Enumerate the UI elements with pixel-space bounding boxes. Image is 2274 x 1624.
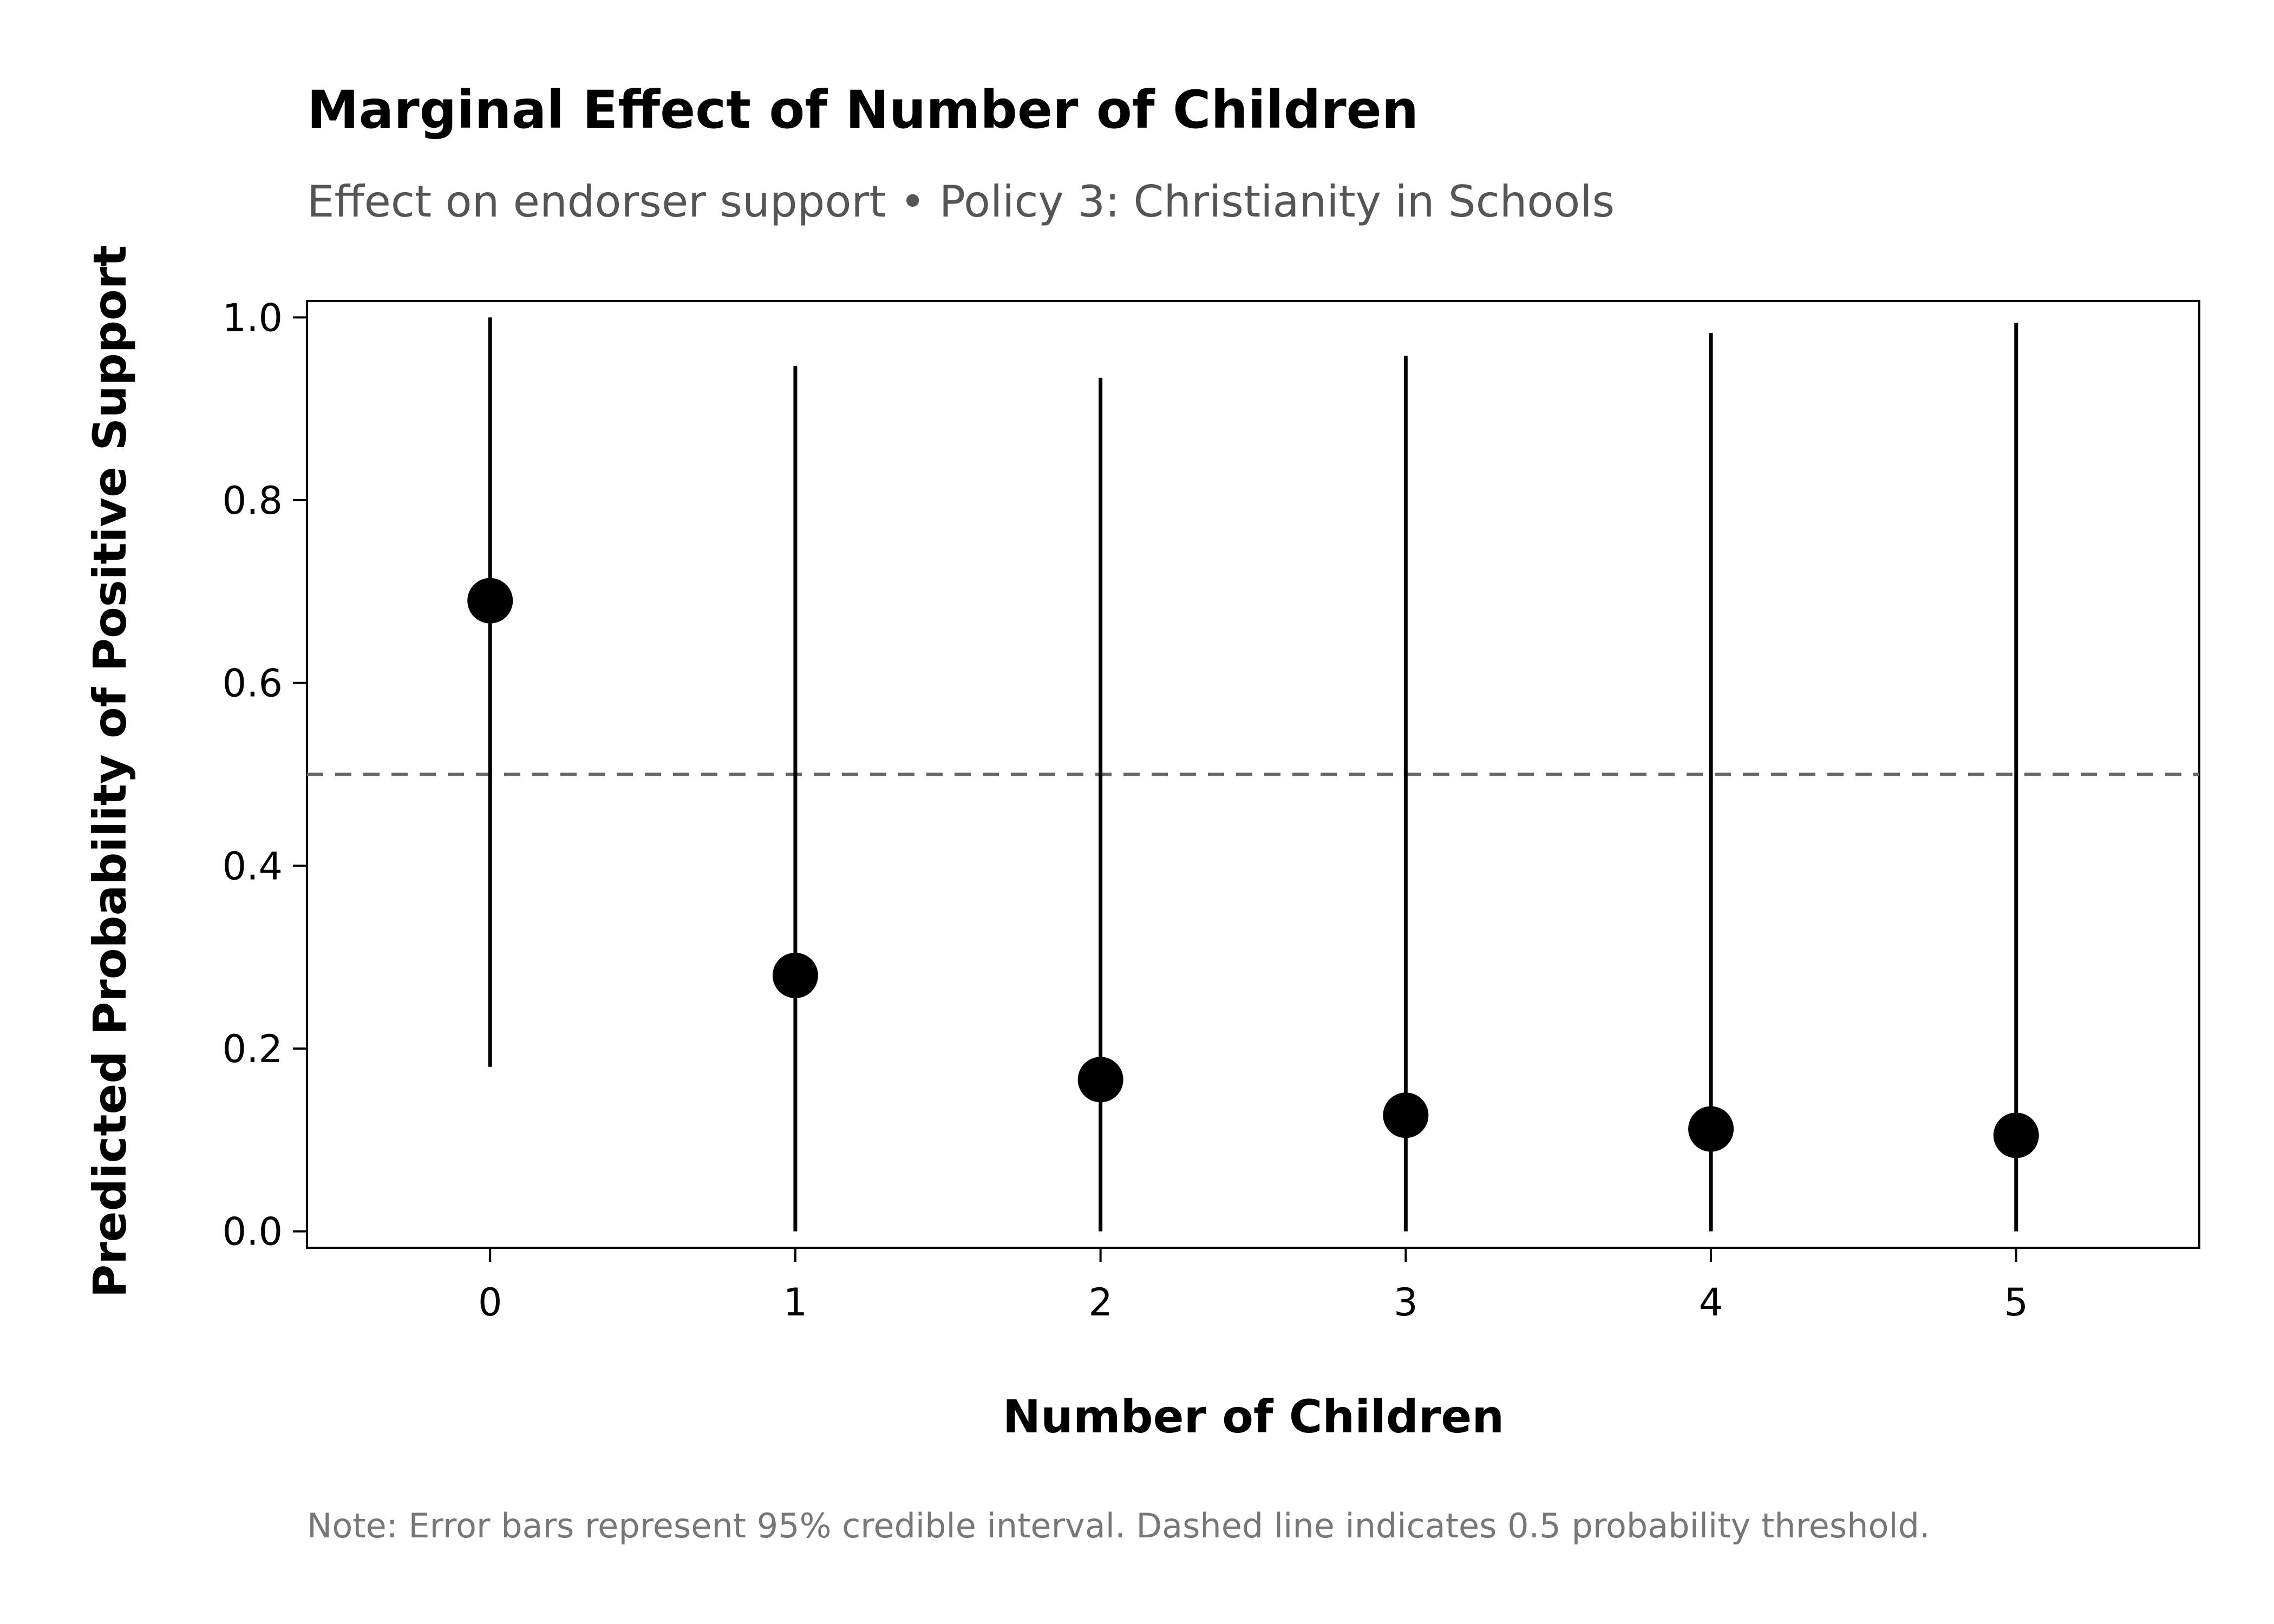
y-axis-label: Predicted Probability of Positive Suppor… (83, 245, 136, 1298)
data-point (467, 578, 513, 624)
y-tick-label: 1.0 (223, 296, 283, 340)
x-axis-label: Number of Children (1003, 1390, 1504, 1443)
y-tick-label: 0.8 (223, 479, 283, 523)
x-tick-label: 0 (478, 1280, 502, 1325)
x-tick-label: 1 (783, 1280, 808, 1325)
y-tick-label: 0.0 (223, 1210, 283, 1254)
data-point (1077, 1057, 1123, 1103)
chart-note: Note: Error bars represent 95% credible … (307, 1506, 1930, 1546)
y-tick-label: 0.2 (223, 1027, 283, 1071)
plot-area: 0.0 0.2 0.4 0.6 0.8 1.0 0 1 2 3 4 5 (223, 296, 2200, 1325)
y-tick-label: 0.4 (223, 844, 283, 888)
x-tick-label: 4 (1699, 1280, 1723, 1325)
data-point (1993, 1112, 2039, 1158)
y-tick-label: 0.6 (223, 662, 283, 706)
chart-subtitle: Effect on endorser support • Policy 3: C… (307, 176, 1615, 227)
x-tick-label: 3 (1394, 1280, 1418, 1325)
x-tick-label: 2 (1088, 1280, 1113, 1325)
data-point (1688, 1106, 1734, 1152)
chart-title: Marginal Effect of Number of Children (307, 80, 1419, 140)
data-point (1383, 1092, 1429, 1138)
x-tick-label: 5 (2004, 1280, 2029, 1325)
data-point (772, 952, 818, 998)
